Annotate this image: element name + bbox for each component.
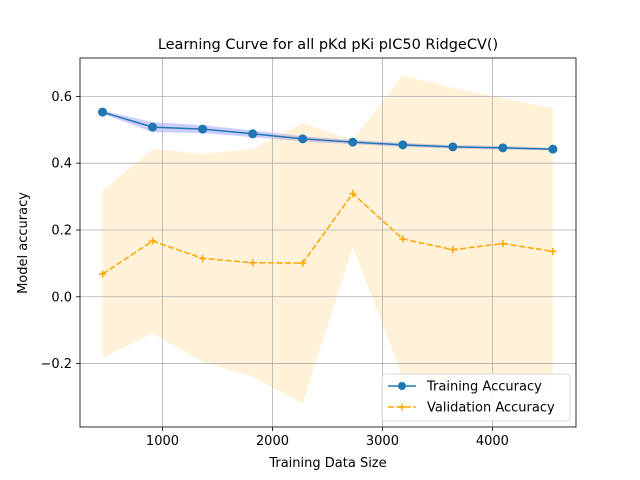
data-point-validation xyxy=(299,259,307,267)
legend-marker xyxy=(398,382,406,390)
data-point-training xyxy=(298,134,308,144)
y-tick-label: −0.2 xyxy=(40,357,72,372)
legend-label: Validation Accuracy xyxy=(427,401,555,416)
plot-area: 1000 2000 3000 4000 −0.2 0.0 0.2 0.4 0.6 xyxy=(40,57,577,449)
confidence-band-training xyxy=(102,110,553,151)
legend-label: Training Accuracy xyxy=(426,380,542,395)
data-point-validation xyxy=(199,254,207,262)
data-point-training xyxy=(98,107,108,117)
data-point-training xyxy=(548,144,558,154)
series-line-training xyxy=(102,111,553,150)
axes-frame xyxy=(79,57,577,428)
data-point-validation xyxy=(499,240,507,248)
data-point-validation xyxy=(99,270,107,278)
y-tick-label: 0.0 xyxy=(51,290,72,305)
data-point-validation xyxy=(149,237,157,245)
confidence-band-validation xyxy=(102,75,553,404)
data-point-training xyxy=(498,143,508,153)
data-point-training xyxy=(248,129,258,139)
data-point-training xyxy=(198,124,208,134)
legend-box xyxy=(381,373,571,422)
y-tick-label: 0.4 xyxy=(51,157,72,172)
y-axis-label: Model accuracy xyxy=(16,192,31,294)
x-tick-label: 1000 xyxy=(146,434,179,449)
x-tick-label: 2000 xyxy=(256,434,289,449)
data-point-training xyxy=(448,142,458,152)
chart-title: Learning Curve for all pKd pKi pIC50 Rid… xyxy=(158,37,498,53)
data-point-validation xyxy=(249,259,257,267)
data-point-training xyxy=(348,137,358,147)
legend: Training Accuracy Validation Accuracy xyxy=(381,373,571,422)
series-line-validation xyxy=(102,192,554,275)
y-tick-label: 0.6 xyxy=(51,90,72,105)
y-tick-label: 0.2 xyxy=(51,223,72,238)
data-point-validation xyxy=(549,247,557,255)
data-point-training xyxy=(398,140,408,150)
x-axis-label: Training Data Size xyxy=(268,456,386,471)
data-point-training xyxy=(148,122,158,132)
data-point-validation xyxy=(449,246,457,254)
x-tick-label: 4000 xyxy=(476,434,509,449)
data-point-validation xyxy=(349,190,357,198)
legend-marker xyxy=(398,403,406,411)
data-point-validation xyxy=(399,235,407,243)
x-tick-label: 3000 xyxy=(366,434,399,449)
